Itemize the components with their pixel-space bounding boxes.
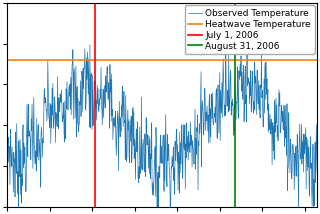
July 1, 2006 (93, 122, 97, 125)
Observed Temperature (315, 172, 319, 175)
Legend: Observed Temperature, Heatwave Temperature, July 1, 2006, August 31, 2006: Observed Temperature, Heatwave Temperatu… (185, 6, 315, 54)
Observed Temperature (131, 106, 135, 109)
Observed Temperature (275, 136, 279, 138)
July 1, 2006 (93, 124, 97, 127)
Line: Observed Temperature: Observed Temperature (7, 43, 317, 214)
Observed Temperature (260, 96, 264, 99)
Observed Temperature (137, 177, 141, 180)
Heatwave Temperature (5, 59, 9, 61)
August 31, 2006 (233, 124, 237, 127)
Heatwave Temperature (5, 59, 9, 61)
Observed Temperature (5, 112, 9, 115)
Observed Temperature (245, 42, 249, 45)
Observed Temperature (59, 98, 62, 101)
Observed Temperature (240, 90, 244, 92)
August 31, 2006 (233, 122, 237, 125)
